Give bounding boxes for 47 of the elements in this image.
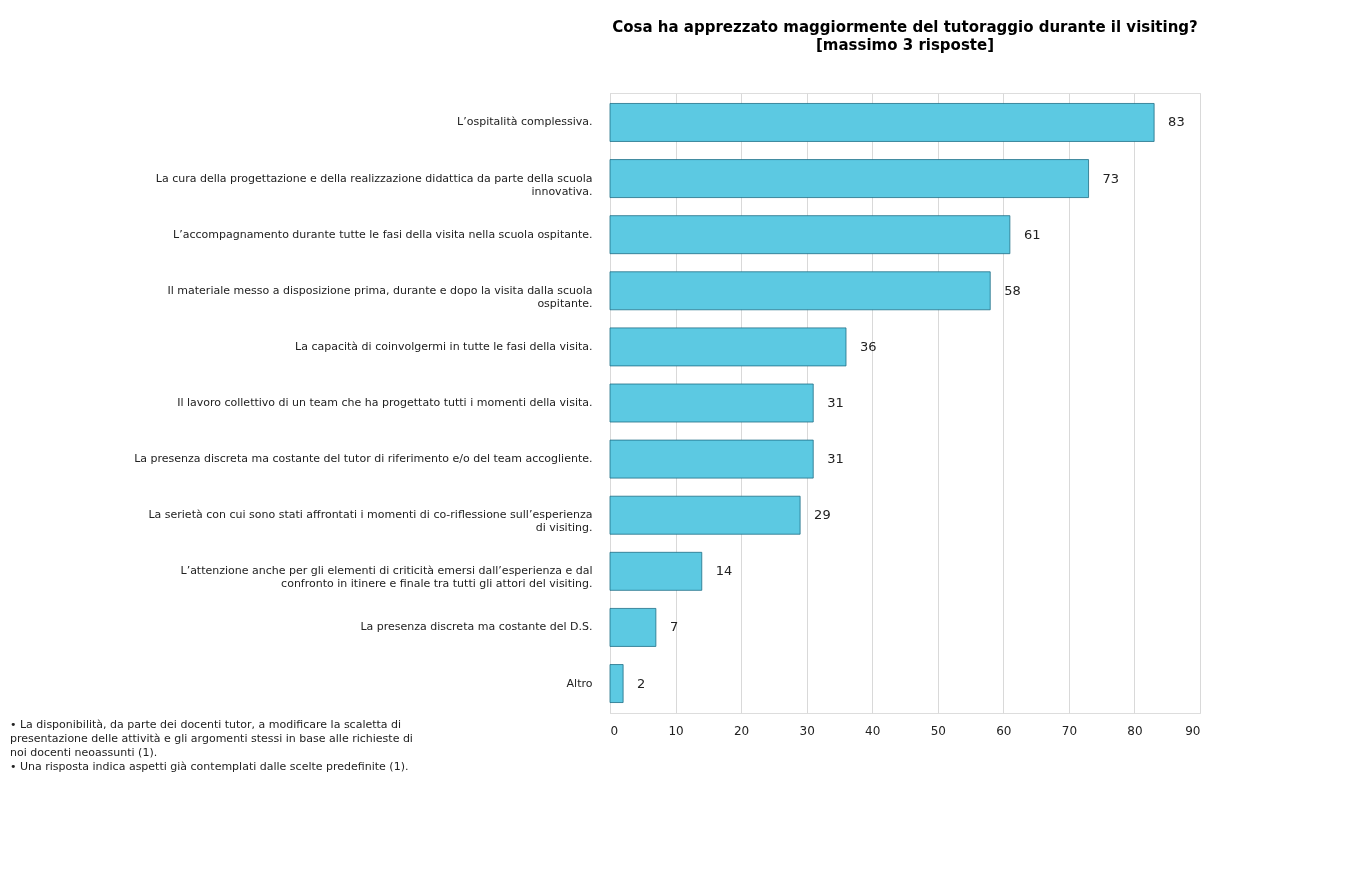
x-tick-label: 90 — [1185, 723, 1201, 738]
chart-subtitle: [massimo 3 risposte] — [815, 36, 995, 54]
data-label: 31 — [827, 395, 844, 410]
text: • Una risposta indica aspetti già contemplati dalle scelte predefinite (1). — [10, 760, 409, 773]
y-tick-label: L’accompagnamento durante tutte le fasi della visita nella scuola ospitante. — [173, 227, 593, 241]
x-tick-label: 0 — [610, 723, 619, 738]
x-tick-label: 80 — [1127, 723, 1143, 738]
data-label: 29 — [814, 507, 831, 523]
bar — [609, 215, 1011, 255]
bar — [609, 103, 1155, 142]
x-tick-label: 20 — [733, 723, 750, 738]
y-tick-label: Il materiale messo a disposizione prima, durante e dopo la visita dalla scuola ospitante. — [167, 283, 593, 310]
y-tick-label: Altro — [566, 676, 593, 690]
bar — [609, 495, 801, 535]
y-tick-label: La presenza discreta ma costante del D.S. — [360, 620, 593, 634]
bar — [609, 159, 1089, 198]
y-tick-label: La capacità di coinvolgermi in tutte le fasi della visita. — [295, 339, 593, 353]
y-tick-label: La presenza discreta ma costante del tutor di riferimento e/o del team accogliente. — [134, 452, 593, 466]
x-tick-label: 30 — [799, 723, 815, 738]
chart-title: Cosa ha apprezzato maggiormente del tutoraggio durante il visiting? — [612, 18, 1198, 36]
y-tick-label: L’attenzione anche per gli elementi di criticità emersi dall’esperienza e dal confronto in itinere e finale tra tutti gli attori del visiting. — [180, 564, 593, 591]
bar — [609, 664, 624, 703]
bar — [609, 271, 991, 311]
data-label: 31 — [827, 451, 844, 467]
x-tick-label: 10 — [668, 723, 684, 738]
bar — [609, 383, 814, 423]
bar — [609, 327, 847, 367]
y-tick-label: Il lavoro collettivo di un team che ha progettato tutti i momenti della visita. — [177, 396, 593, 409]
bar — [609, 551, 703, 591]
data-label: 73 — [1102, 170, 1120, 186]
y-tick-label: La cura della progettazione e della realizzazione didattica da parte della scuola innovativa. — [155, 171, 593, 198]
data-label: 14 — [715, 563, 733, 579]
data-label: 7 — [669, 619, 679, 635]
x-tick-label: 50 — [930, 723, 946, 738]
data-label: 58 — [1004, 282, 1021, 298]
data-label: 2 — [637, 675, 646, 691]
text: • La disponibilità, da parte dei docenti tutor, a modificare la scaletta di presentazione delle attività e gli argomenti stessi in base alle richieste di noi docenti neoassunti (1). — [10, 718, 413, 759]
x-tick-label: 60 — [996, 723, 1012, 738]
data-label: 61 — [1023, 226, 1041, 242]
x-tick-label: 40 — [865, 723, 881, 738]
bar — [609, 608, 657, 647]
bar — [609, 439, 814, 479]
y-tick-label: L’ospitalità complessiva. — [457, 115, 593, 129]
data-label: 36 — [860, 338, 877, 354]
x-tick-label: 70 — [1061, 723, 1078, 738]
y-tick-label: La serietà con cui sono stati affrontati i momenti di co-riflessione sull’esperienza di visiting. — [148, 508, 593, 535]
data-label: 83 — [1168, 114, 1185, 130]
